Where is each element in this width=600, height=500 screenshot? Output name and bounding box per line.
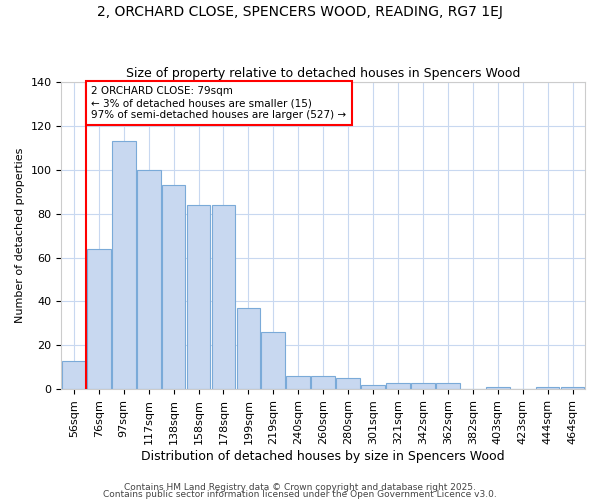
Bar — [262, 332, 285, 389]
Text: 2, ORCHARD CLOSE, SPENCERS WOOD, READING, RG7 1EJ: 2, ORCHARD CLOSE, SPENCERS WOOD, READING… — [97, 5, 503, 19]
Text: Contains public sector information licensed under the Open Government Licence v3: Contains public sector information licen… — [103, 490, 497, 499]
Bar — [187, 205, 211, 389]
Bar — [560, 387, 584, 389]
Bar — [411, 382, 435, 389]
Bar — [137, 170, 161, 389]
Bar — [336, 378, 360, 389]
Bar — [87, 248, 110, 389]
Bar — [236, 308, 260, 389]
Bar — [311, 376, 335, 389]
Bar — [112, 142, 136, 389]
Bar — [286, 376, 310, 389]
X-axis label: Distribution of detached houses by size in Spencers Wood: Distribution of detached houses by size … — [142, 450, 505, 462]
Bar — [162, 185, 185, 389]
Text: 2 ORCHARD CLOSE: 79sqm
← 3% of detached houses are smaller (15)
97% of semi-deta: 2 ORCHARD CLOSE: 79sqm ← 3% of detached … — [91, 86, 346, 120]
Title: Size of property relative to detached houses in Spencers Wood: Size of property relative to detached ho… — [126, 66, 520, 80]
Bar — [486, 387, 509, 389]
Y-axis label: Number of detached properties: Number of detached properties — [15, 148, 25, 324]
Bar — [386, 382, 410, 389]
Bar — [361, 384, 385, 389]
Bar — [536, 387, 559, 389]
Bar — [212, 205, 235, 389]
Text: Contains HM Land Registry data © Crown copyright and database right 2025.: Contains HM Land Registry data © Crown c… — [124, 484, 476, 492]
Bar — [436, 382, 460, 389]
Bar — [62, 360, 86, 389]
